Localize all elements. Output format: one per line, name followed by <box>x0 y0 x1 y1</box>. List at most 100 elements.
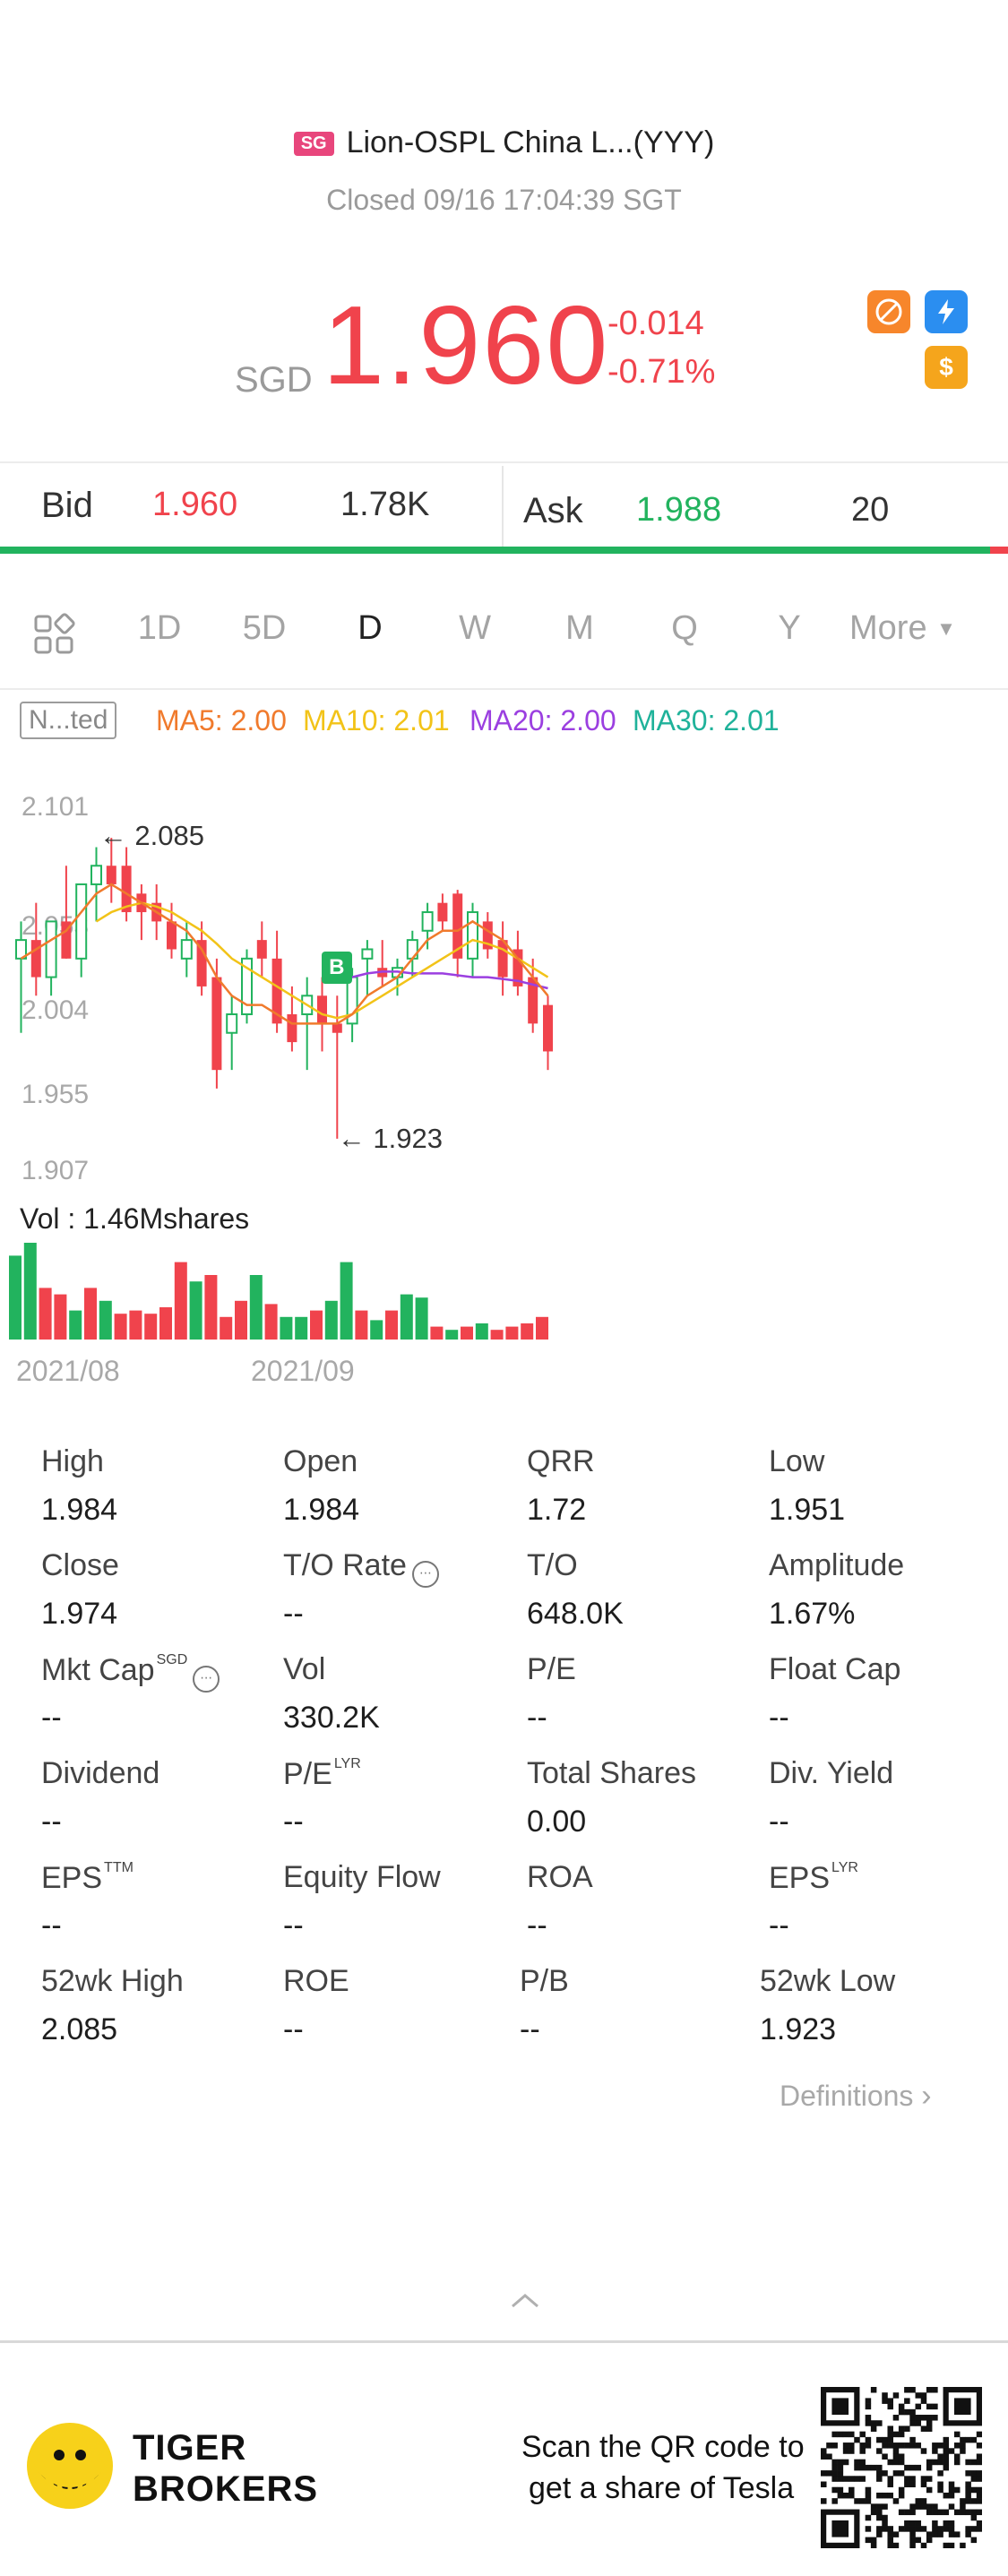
stat-label: Total Shares <box>527 1756 696 1791</box>
definitions-link[interactable]: Definitions › <box>780 2079 932 2114</box>
ma5-line <box>20 883 549 1025</box>
volume-bar <box>385 1310 398 1340</box>
volume-bar <box>280 1316 293 1340</box>
qr-code-image[interactable] <box>821 2387 982 2548</box>
candlestick-chart[interactable] <box>0 788 1008 1192</box>
stat-label-text: Vol <box>283 1652 326 1686</box>
stat-label-text: QRR <box>527 1444 595 1478</box>
candle-body <box>271 958 282 1024</box>
stat-value: 1.72 <box>527 1493 587 1527</box>
stock-title: SG Lion-OSPL China L...(YYY) <box>0 125 1008 160</box>
stat-label-text: Mkt Cap <box>41 1653 155 1687</box>
stat-label: 52wk High <box>41 1964 184 1999</box>
stat-label-text: P/E <box>527 1652 576 1686</box>
stat-label-text: Total Shares <box>527 1756 696 1790</box>
adjust-mode-button[interactable]: N...ted <box>20 702 117 739</box>
volume-bar <box>23 1243 37 1340</box>
volume-bar <box>340 1262 353 1340</box>
stat-label-text: EPS <box>41 1861 103 1895</box>
stat-label: Amplitude <box>769 1548 904 1583</box>
stat-value: -- <box>769 1908 789 1943</box>
stat-label-text: ROA <box>527 1860 593 1894</box>
stat-value: 330.2K <box>283 1701 380 1735</box>
tab-1d[interactable]: 1D <box>137 609 182 647</box>
stat-value: 1.67% <box>769 1597 856 1631</box>
stat-value: 1.923 <box>760 2012 837 2046</box>
stat-value: 0.00 <box>527 1805 587 1839</box>
stat-label: Mkt Cap SGD ⋯ <box>41 1652 220 1693</box>
volume-bar <box>490 1330 504 1340</box>
candle-body <box>437 902 448 922</box>
stat-value: -- <box>283 1908 304 1943</box>
volume-bar <box>69 1310 82 1340</box>
stat-label: Float Cap <box>769 1652 900 1687</box>
volume-bar <box>129 1310 142 1340</box>
stat-label-text: Div. Yield <box>769 1756 894 1790</box>
volume-bar <box>159 1307 172 1340</box>
y-tick-label: 2.101 <box>22 792 90 822</box>
scan-text-line2: get a share of Tesla <box>529 2471 795 2505</box>
tab-5d[interactable]: 5D <box>242 609 287 647</box>
definitions-label: Definitions <box>780 2080 914 2112</box>
brand-name-line2: BROKERS <box>133 2469 319 2509</box>
candle-body <box>196 940 207 986</box>
stat-label-text: Close <box>41 1548 119 1582</box>
buy-marker-icon[interactable]: B <box>321 952 352 985</box>
volume-chart <box>9 1243 548 1340</box>
stat-label-text: High <box>41 1444 104 1478</box>
chevron-up-icon[interactable] <box>507 2290 543 2312</box>
stat-label: High <box>41 1444 104 1479</box>
x-axis-label: 2021/09 <box>251 1355 355 1387</box>
candle-body <box>452 893 463 959</box>
stat-value: 2.085 <box>41 2012 118 2046</box>
y-tick-label: 1.907 <box>22 1156 90 1185</box>
low-marker-label: ← 1.923 <box>337 1122 443 1154</box>
layout-grid-icon[interactable] <box>32 613 75 656</box>
candle-body <box>180 939 193 960</box>
tab-w[interactable]: W <box>459 609 491 647</box>
stat-superscript: SGD <box>156 1652 188 1667</box>
low-marker-value: 1.923 <box>373 1122 443 1154</box>
tab-more[interactable]: More ▼ <box>849 609 984 648</box>
stat-label-text: ROE <box>283 1964 349 1998</box>
footer-divider <box>0 2340 1008 2343</box>
candle-body <box>317 995 327 1024</box>
no-short-icon[interactable] <box>867 290 910 333</box>
ask-size: 20 <box>851 491 890 529</box>
dollar-icon[interactable]: $ <box>925 346 968 389</box>
candle-body <box>287 1014 297 1043</box>
stat-label: Equity Flow <box>283 1860 441 1895</box>
stat-label-text: Low <box>769 1444 825 1478</box>
stat-superscript: LYR <box>831 1860 858 1875</box>
lightning-level1-icon[interactable] <box>925 290 968 333</box>
caret-down-icon: ▼ <box>936 617 956 640</box>
ma30-label: MA30: 2.01 <box>633 704 780 737</box>
stat-label: Open <box>283 1444 358 1479</box>
info-icon[interactable]: ⋯ <box>411 1561 439 1588</box>
stat-value: 1.984 <box>41 1493 118 1527</box>
candle-body <box>467 911 478 960</box>
tab-d[interactable]: D <box>358 609 383 647</box>
bid-price: 1.960 <box>152 486 238 523</box>
tab-more-label: More <box>849 609 927 647</box>
tab-m[interactable]: M <box>565 609 594 647</box>
candle-body <box>543 1004 553 1052</box>
candle-body <box>90 865 102 885</box>
stat-value: -- <box>527 1908 547 1943</box>
volume-bar <box>295 1316 308 1340</box>
volume-bar <box>324 1300 338 1340</box>
stat-label-text: Float Cap <box>769 1652 901 1686</box>
info-icon[interactable]: ⋯ <box>193 1666 220 1693</box>
stat-value: -- <box>41 1805 62 1839</box>
volume-bar <box>461 1326 473 1340</box>
tab-y[interactable]: Y <box>778 609 801 647</box>
volume-bar <box>249 1275 263 1340</box>
bid-label: Bid <box>41 486 93 525</box>
volume-bar <box>84 1288 97 1340</box>
stat-label: Close <box>41 1548 119 1583</box>
price-change-percent: -0.71% <box>607 353 716 391</box>
stat-label: Dividend <box>41 1756 159 1791</box>
stat-label: EPS LYR <box>769 1860 858 1896</box>
tab-q[interactable]: Q <box>671 609 698 647</box>
stat-label: 52wk Low <box>760 1964 895 1999</box>
